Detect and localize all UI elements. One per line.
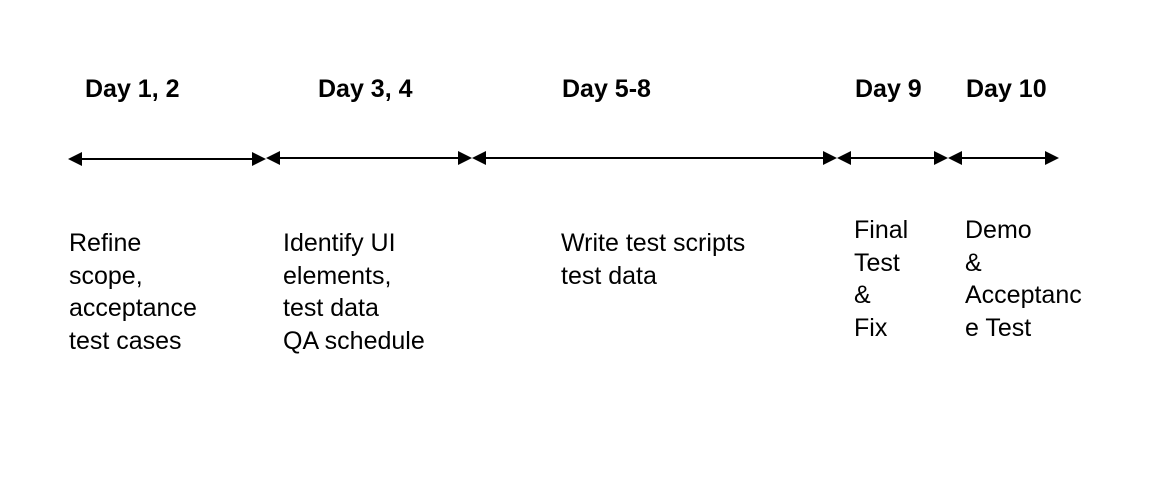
day-label-phase-5: Day 10 bbox=[966, 75, 1047, 103]
description-line: Fix bbox=[854, 313, 888, 342]
timeline-arrow-phase-4 bbox=[837, 151, 948, 165]
description-line: scope, bbox=[69, 261, 143, 290]
day-label-phase-2: Day 3, 4 bbox=[318, 75, 413, 103]
description-line: Demo bbox=[965, 216, 1032, 244]
description-line: test data bbox=[283, 294, 379, 322]
description-line: & bbox=[965, 248, 982, 277]
description-line: acceptance bbox=[69, 294, 197, 322]
timeline-arrow-phase-5 bbox=[948, 151, 1059, 165]
description-line: Test bbox=[854, 248, 900, 277]
day-label-phase-3: Day 5-8 bbox=[562, 75, 651, 103]
description-line: & bbox=[854, 281, 871, 309]
description-line: test cases bbox=[69, 326, 182, 355]
description-line: Acceptanc bbox=[965, 281, 1082, 309]
description-phase-1: Refine scope, acceptance test cases bbox=[69, 227, 197, 357]
description-line: elements, bbox=[283, 261, 392, 290]
description-line: test data bbox=[561, 261, 657, 290]
description-line: QA schedule bbox=[283, 326, 425, 355]
day-label-phase-1: Day 1, 2 bbox=[85, 75, 180, 103]
description-line: Refine bbox=[69, 229, 142, 257]
description-line: Identify UI bbox=[283, 229, 396, 257]
timeline-arrow-phase-3 bbox=[472, 151, 837, 165]
description-line: e Test bbox=[965, 313, 1032, 342]
description-phase-4: Final Test & Fix bbox=[854, 214, 908, 344]
description-line: Final bbox=[854, 216, 909, 244]
day-label-phase-4: Day 9 bbox=[855, 75, 922, 103]
timeline-arrow-phase-2 bbox=[266, 151, 472, 165]
description-phase-2: Identify UI elements, test data QA sched… bbox=[283, 227, 425, 357]
description-line: Write test scripts bbox=[561, 229, 746, 257]
description-phase-5: Demo & Acceptanc e Test bbox=[965, 214, 1082, 344]
timeline-arrow-phase-1 bbox=[68, 152, 266, 166]
description-phase-3: Write test scripts test data bbox=[561, 227, 745, 292]
